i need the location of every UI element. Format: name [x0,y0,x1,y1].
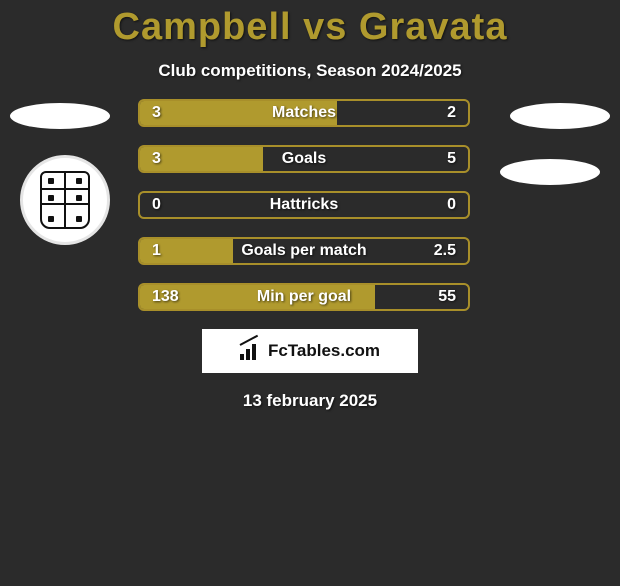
stat-row: 13855Min per goal [138,283,470,311]
stat-label: Goals per match [140,239,468,263]
stat-row: 00Hattricks [138,191,470,219]
club-left-badge [20,155,110,245]
stat-label: Hattricks [140,193,468,217]
page-title: Campbell vs Gravata [0,6,620,49]
club-right-placeholder [500,159,600,185]
comparison-panel: 32Matches 35Goals 00Hattricks 12.5Goals per… [0,99,620,311]
chart-icon [240,342,262,360]
stat-row: 12.5Goals per match [138,237,470,265]
watermark: FcTables.com [202,329,418,373]
player-right-placeholder [510,103,610,129]
stat-label: Goals [140,147,468,171]
subtitle: Club competitions, Season 2024/2025 [0,61,620,81]
date-text: 13 february 2025 [0,391,620,411]
stat-row: 32Matches [138,99,470,127]
stat-bars: 32Matches 35Goals 00Hattricks 12.5Goals per… [138,99,470,311]
watermark-text: FcTables.com [268,341,380,361]
stat-label: Matches [140,101,468,125]
stat-label: Min per goal [140,285,468,309]
shield-icon [40,171,90,229]
player-left-placeholder [10,103,110,129]
stat-row: 35Goals [138,145,470,173]
